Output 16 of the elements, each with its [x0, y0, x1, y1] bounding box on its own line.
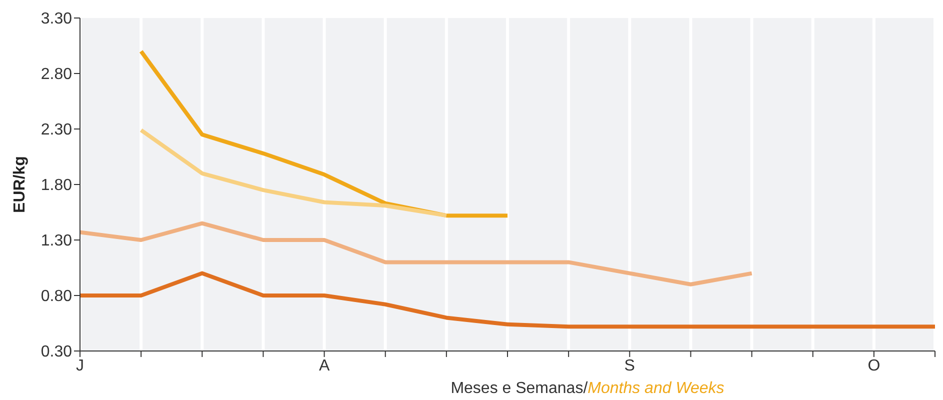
y-tick-label: 2.30: [40, 122, 72, 139]
y-tick-label: 0.80: [40, 288, 72, 306]
y-tick-label: 3.30: [40, 10, 72, 28]
line-series: [80, 271, 935, 329]
line-series: [139, 128, 448, 218]
y-tick-label: 0.30: [40, 344, 72, 361]
y-tick-label: 2.80: [40, 66, 72, 84]
y-tick-label: 1.80: [40, 177, 72, 194]
x-tick-label: A: [318, 357, 330, 374]
x-tick-label: O: [868, 357, 880, 374]
x-tick-label: J: [76, 357, 84, 374]
y-axis-title: EUR/kg: [12, 156, 29, 213]
x-axis-title: Meses e Semanas/Months and Weeks: [450, 380, 724, 397]
x-tick-label: S: [624, 357, 635, 374]
y-tick-label: 1.30: [40, 232, 72, 250]
line-series: [80, 221, 754, 286]
